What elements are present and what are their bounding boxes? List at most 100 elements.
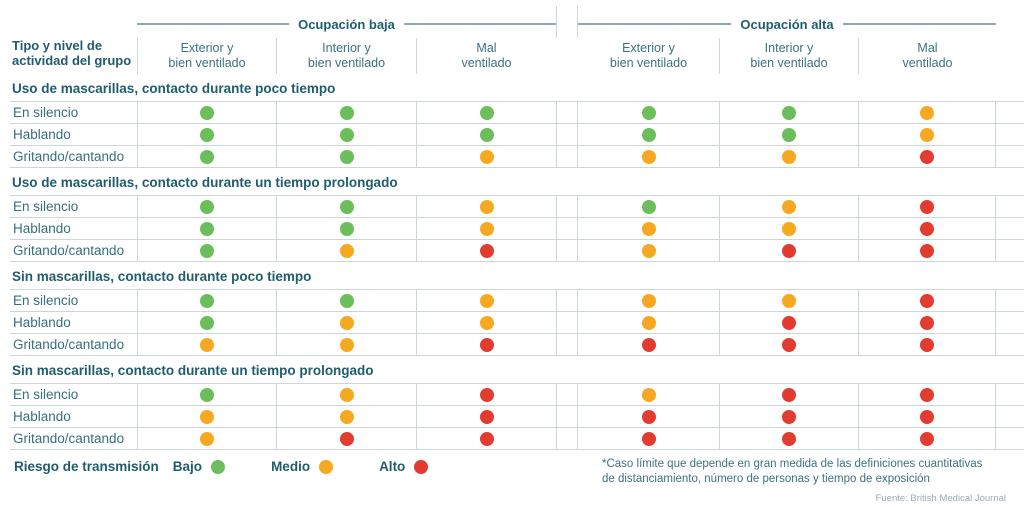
- risk-dot-alto: [782, 315, 796, 330]
- risk-dot-medio: [641, 149, 656, 164]
- risk-dot-medio: [641, 221, 656, 236]
- risk-cell: [719, 334, 858, 355]
- risk-dot-bajo: [200, 199, 214, 214]
- column-header: Interior y bien ventilado: [276, 38, 416, 74]
- risk-dot-alto: [920, 431, 934, 446]
- risk-cell: [578, 240, 719, 261]
- column-header: Interior y bien ventilado: [719, 38, 858, 74]
- row-label: Gritando/cantando: [13, 243, 125, 258]
- risk-dot-medio: [782, 221, 796, 236]
- column-spacer: [556, 240, 578, 261]
- column-spacer: [556, 334, 578, 355]
- risk-cell: [578, 334, 719, 355]
- risk-cell: [578, 290, 719, 311]
- risk-dot-bajo: [200, 221, 214, 236]
- risk-cell: [137, 102, 276, 123]
- risk-cell: [719, 102, 858, 123]
- risk-dot-bajo: [200, 387, 214, 402]
- risk-cell: [276, 124, 416, 145]
- risk-dot-medio: [200, 431, 214, 446]
- risk-cell: [137, 124, 276, 145]
- risk-dot-medio: [782, 293, 796, 308]
- legend-label: Medio: [271, 459, 311, 474]
- risk-cell: [416, 334, 556, 355]
- section-rows: En silencio Hablando Gritando/cantando: [10, 101, 1024, 168]
- risk-dot-medio: [920, 127, 934, 142]
- risk-cell: [137, 334, 276, 355]
- risk-cell: [719, 384, 858, 405]
- risk-cell: [719, 428, 858, 449]
- risk-dot-medio: [200, 409, 214, 424]
- risk-cell: [416, 218, 556, 239]
- risk-dot-medio: [782, 199, 796, 214]
- column-spacer: [556, 218, 578, 239]
- legend-dot-bajo: [211, 459, 226, 474]
- risk-dot-bajo: [782, 105, 796, 120]
- table-row: Gritando/cantando: [10, 334, 1024, 356]
- risk-dot-alto: [782, 431, 796, 446]
- risk-cell: [416, 290, 556, 311]
- risk-dot-alto: [782, 243, 796, 258]
- risk-dot-alto: [920, 221, 934, 236]
- risk-dot-alto: [920, 315, 934, 330]
- column-spacer: [556, 312, 578, 333]
- risk-cell: [719, 312, 858, 333]
- table-section: Sin mascarillas, contacto durante un tie…: [10, 356, 1024, 450]
- risk-dot-bajo: [339, 105, 354, 120]
- row-label: Hablando: [13, 409, 71, 424]
- sections: Uso de mascarillas, contacto durante poc…: [10, 74, 1024, 450]
- table-section: Uso de mascarillas, contacto durante un …: [10, 168, 1024, 262]
- row-label: Gritando/cantando: [13, 149, 125, 164]
- table-row: Hablando: [10, 312, 1024, 334]
- risk-cell: [578, 218, 719, 239]
- risk-dot-alto: [782, 387, 796, 402]
- legend-item: Medio: [271, 459, 334, 474]
- column-group-label: Ocupación baja: [298, 16, 395, 32]
- section-rows: En silencio Hablando Gritando/cantando: [10, 383, 1024, 450]
- risk-dot-bajo: [339, 221, 354, 236]
- risk-cell: [276, 102, 416, 123]
- legend-dot-medio: [319, 459, 334, 474]
- column-spacer: [556, 124, 578, 145]
- risk-dot-bajo: [200, 105, 214, 120]
- row-label: En silencio: [13, 105, 79, 120]
- risk-cell: [276, 146, 416, 167]
- risk-dot-medio: [479, 199, 494, 214]
- risk-cell: [416, 102, 556, 123]
- table-row: Hablando: [10, 124, 1024, 146]
- risk-dot-bajo: [339, 199, 354, 214]
- risk-dot-alto: [339, 431, 354, 446]
- table-row: Hablando: [10, 218, 1024, 240]
- section-title: Uso de mascarillas, contacto durante un …: [12, 175, 398, 190]
- column-header: Exterior y bien ventilado: [609, 41, 688, 70]
- table-section: Sin mascarillas, contacto durante poco t…: [10, 262, 1024, 356]
- column-header: Exterior y bien ventilado: [137, 38, 276, 74]
- risk-dot-medio: [479, 149, 494, 164]
- risk-cell: [416, 384, 556, 405]
- risk-cell: [416, 406, 556, 427]
- risk-cell: [276, 196, 416, 217]
- risk-cell: [578, 428, 719, 449]
- risk-cell: [276, 428, 416, 449]
- risk-cell: [137, 384, 276, 405]
- risk-cell: [858, 218, 996, 239]
- row-label: Hablando: [13, 127, 71, 142]
- risk-cell: [719, 406, 858, 427]
- risk-cell: [858, 290, 996, 311]
- risk-dot-alto: [641, 431, 656, 446]
- row-label: Hablando: [13, 315, 71, 330]
- rule-line: [842, 23, 997, 25]
- legend-label: Alto: [379, 459, 406, 474]
- risk-dot-medio: [479, 315, 494, 330]
- risk-cell: [858, 240, 996, 261]
- risk-cell: [276, 290, 416, 311]
- risk-cell: [137, 428, 276, 449]
- table-row: En silencio: [10, 384, 1024, 406]
- risk-cell: [137, 312, 276, 333]
- risk-dot-medio: [641, 315, 656, 330]
- risk-dot-alto: [920, 387, 934, 402]
- risk-cell: [719, 124, 858, 145]
- legend-title: Riesgo de transmisión: [14, 459, 159, 474]
- risk-dot-alto: [641, 337, 656, 352]
